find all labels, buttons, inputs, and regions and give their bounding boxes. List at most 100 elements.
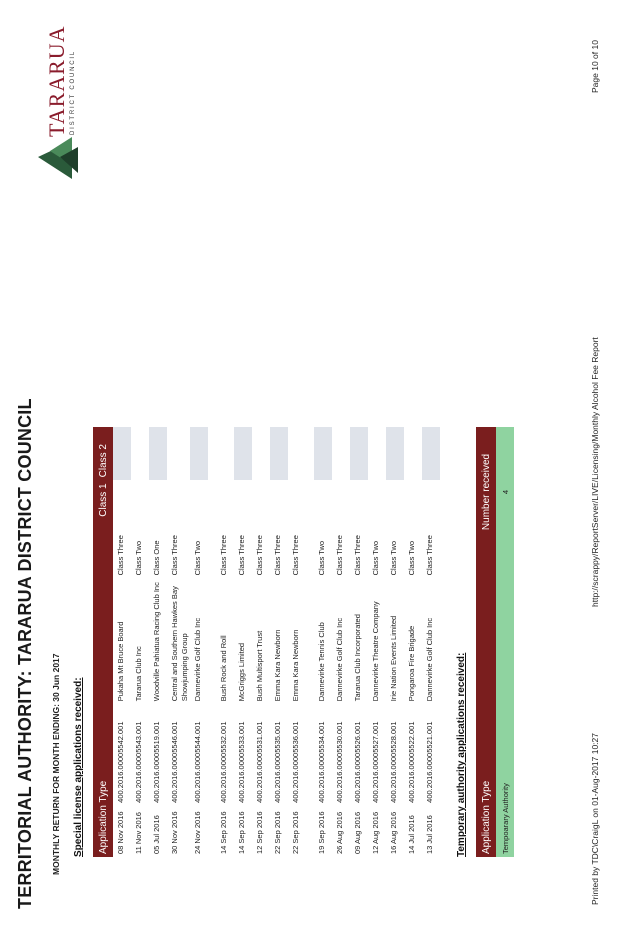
special-heading: Special license applications received: xyxy=(73,677,84,857)
license-class: Class Three xyxy=(170,535,179,576)
report-subtitle: MONTHLY RETURN FOR MONTH ENDING: 30 Jun … xyxy=(51,653,61,875)
license-class: Class Three xyxy=(273,535,282,576)
license-date: 14 Sep 2016 xyxy=(219,811,228,854)
license-name: Emma Kara Newborn xyxy=(273,629,282,702)
license-name: Dannevirke Golf Club Inc xyxy=(193,617,202,702)
license-ref: 400.2016.00005542.001 xyxy=(116,721,125,803)
license-class: Class Three xyxy=(335,535,344,576)
license-row: 12 Sep 2016 400.2016.00005531.001 Bush Mul… xyxy=(252,427,270,857)
temporary-table: Application Type Number received Tempoar… xyxy=(476,427,514,857)
license-ref: 400.2016.00005543.001 xyxy=(134,721,143,803)
license-date: 19 Sep 2016 xyxy=(317,811,326,854)
license-date: 05 Jul 2016 xyxy=(152,815,161,854)
license-date: 24 Nov 2016 xyxy=(193,811,202,854)
footer-path: http://scrappy/ReportServer/LIVE/Licensi… xyxy=(590,337,600,607)
license-class: Class Three xyxy=(219,535,228,576)
temp-count: 4 xyxy=(496,427,514,557)
license-ref: 400.2016.00005526.001 xyxy=(353,721,362,803)
license-name: Irie Nation Events Limited xyxy=(389,615,398,702)
license-name: Woodville Pahiatua Racing Club Inc xyxy=(152,582,161,702)
license-class3-cell xyxy=(422,427,440,481)
license-ref: 400.2016.00005535.001 xyxy=(273,721,282,803)
temporary-heading: Temporary authority applications receive… xyxy=(456,652,467,857)
license-row: 22 Sep 2016 400.2016.00005536.001 Emma Kar… xyxy=(288,427,306,857)
license-class3-cell xyxy=(190,427,208,481)
license-date: 13 Jul 2016 xyxy=(425,815,434,854)
tararua-logo-icon xyxy=(38,137,78,179)
row-gap xyxy=(208,427,216,857)
license-ref: 400.2016.00005532.001 xyxy=(219,721,228,803)
license-date: 14 Sep 2016 xyxy=(237,811,246,854)
logo-sub: DISTRICT COUNCIL xyxy=(70,49,76,135)
header-class-1: Class 1 xyxy=(93,480,113,579)
license-class3-cell xyxy=(368,427,386,480)
license-row: 08 Nov 2016 400.2016.00005542.001 Pukaha M… xyxy=(113,427,131,857)
page-title: TERRITORIAL AUTHORITY: TARARUA DISTRICT … xyxy=(15,398,35,909)
header-application-type: Application Type xyxy=(93,578,113,857)
license-row: 14 Sep 2016 400.2016.00005532.001 Bush Roc… xyxy=(216,427,234,857)
license-row: 09 Aug 2016 400.2016.00005526.001 Tararua … xyxy=(350,427,368,857)
license-ref: 400.2016.00005521.001 xyxy=(425,721,434,803)
license-class3-cell xyxy=(131,427,149,480)
license-name: Tararua Club Inc xyxy=(134,646,143,702)
license-row: 26 Aug 2016 400.2016.00005530.001 Dannevir… xyxy=(332,427,350,857)
temporary-row: Tempoarary Authority 4 xyxy=(496,427,514,857)
license-class: Class Two xyxy=(389,540,398,576)
license-ref: 400.2016.00005531.001 xyxy=(255,721,264,803)
license-date: 11 Nov 2016 xyxy=(134,812,143,854)
row-gap xyxy=(306,427,314,857)
license-row: 05 Jul 2016 400.2016.00005519.001 Woodvill… xyxy=(149,427,167,857)
temp-header-type: Application Type xyxy=(476,557,496,857)
license-ref: 400.2016.00005519.001 xyxy=(152,721,161,803)
license-name: Dannevirke Golf Club Inc xyxy=(425,617,434,702)
license-class: Class Two xyxy=(193,540,202,576)
license-row: 24 Nov 2016 400.2016.00005544.001 Dannevir… xyxy=(190,427,208,857)
footer-page: Page 10 of 10 xyxy=(590,40,600,93)
license-date: 30 Nov 2016 xyxy=(170,811,179,854)
license-class: Class Three xyxy=(237,535,246,576)
license-ref: 400.2016.00005533.001 xyxy=(237,721,246,803)
license-class: Class Three xyxy=(255,535,264,576)
license-row: 11 Nov 2016 400.2016.00005543.001 Tararua … xyxy=(131,427,149,857)
license-ref: 400.2016.00005536.001 xyxy=(291,721,300,803)
license-date: 14 Jul 2016 xyxy=(407,815,416,854)
license-class3-cell xyxy=(270,427,288,481)
license-name: McGriggs Limited xyxy=(237,642,246,702)
license-class3-cell xyxy=(252,427,270,480)
license-name: Dannevirke Golf Club Inc xyxy=(335,617,344,702)
license-date: 08 Nov 2016 xyxy=(116,811,125,854)
license-class3-cell xyxy=(404,427,422,480)
license-row: 12 Aug 2016 400.2016.00005527.001 Dannevir… xyxy=(368,427,386,857)
license-class: Class Two xyxy=(134,540,143,576)
license-name: Dannevirke Tennis Club xyxy=(317,622,326,702)
license-row: 22 Sep 2016 400.2016.00005535.001 Emma Kar… xyxy=(270,427,288,857)
license-class3-cell xyxy=(386,427,404,481)
license-row: 13 Jul 2016 400.2016.00005521.001 Dannevir… xyxy=(422,427,440,857)
license-ref: 400.2016.00005527.001 xyxy=(371,721,380,803)
license-name: Dannevirke Theatre Company xyxy=(371,601,380,702)
license-date: 26 Aug 2016 xyxy=(335,811,344,854)
license-class: Class One xyxy=(152,540,161,576)
license-class: Class Three xyxy=(353,535,362,576)
license-date: 22 Sep 2016 xyxy=(273,811,282,854)
license-row: 14 Sep 2016 400.2016.00005533.001 McGriggs… xyxy=(234,427,252,857)
license-row: 14 Jul 2016 400.2016.00005522.001 Pongaroa… xyxy=(404,427,422,857)
license-date: 16 Aug 2016 xyxy=(389,811,398,854)
footer-printed: Printed by TDC\CraigL on 01-Aug-2017 10:… xyxy=(590,733,600,905)
license-name: Bush Rock and Roll xyxy=(219,635,228,702)
license-name: Pukaha Mt Bruce Board xyxy=(116,621,125,702)
license-class3-cell xyxy=(234,427,252,481)
license-date: 09 Aug 2016 xyxy=(353,811,362,854)
license-ref: 400.2016.00005546.001 xyxy=(170,721,179,803)
temporary-header-row: Application Type Number received xyxy=(476,427,496,857)
license-class3-cell xyxy=(216,427,234,480)
logo-name: TARARUA xyxy=(44,25,69,137)
license-ref: 400.2016.00005530.001 xyxy=(335,721,344,803)
temp-header-count: Number received xyxy=(476,427,496,557)
header-class-2: Class 2 xyxy=(93,427,113,481)
license-class3-cell xyxy=(314,427,332,481)
license-row: 19 Sep 2016 400.2016.00005534.001 Dannevir… xyxy=(314,427,332,857)
license-ref: 400.2016.00005522.001 xyxy=(407,721,416,803)
license-class3-cell xyxy=(167,427,190,480)
